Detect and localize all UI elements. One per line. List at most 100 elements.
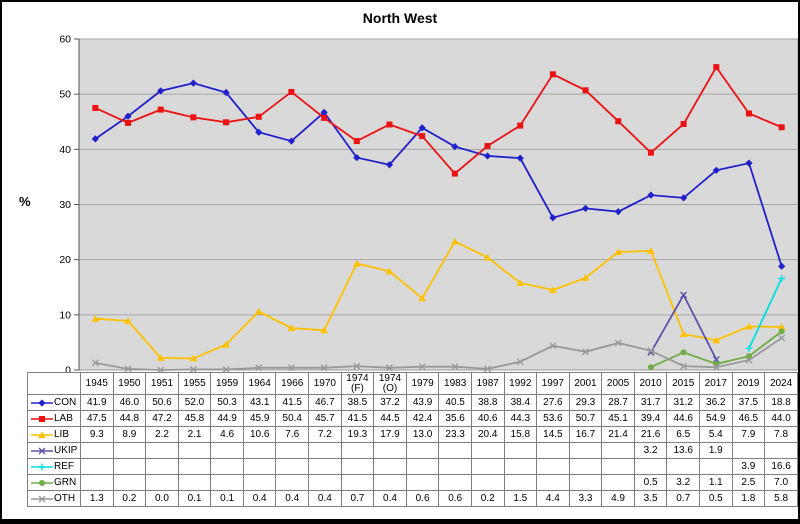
cell-LAB-1966: 50.4 — [275, 410, 310, 427]
legend-inner: REF — [29, 460, 80, 474]
triangle-marker — [91, 315, 100, 322]
cell-GRN-1950 — [112, 474, 147, 491]
cell-UKIP-1979 — [405, 442, 440, 459]
cell-UKIP-1959 — [210, 442, 244, 459]
cell-CON-1964: 43.1 — [242, 394, 277, 411]
triangle-marker — [614, 248, 623, 255]
triangle-marker — [483, 253, 492, 261]
x-marker — [712, 356, 720, 364]
cell-CON-2001: 29.3 — [568, 394, 603, 411]
x-marker — [680, 291, 688, 299]
diamond-marker — [745, 159, 753, 167]
triangle-marker — [548, 286, 557, 294]
diamond-marker — [385, 161, 394, 169]
cell-LAB-1987: 40.6 — [470, 410, 505, 427]
cell-OTH-1997: 4.4 — [536, 490, 570, 507]
table-row-GRN: GRN 0.5 3.2 1.1 2.5 7.0 — [27, 474, 798, 491]
cell-REF-1987 — [470, 458, 505, 475]
legend-inner: UKIP — [29, 444, 80, 458]
cell-CON-1974 (O): 37.2 — [373, 394, 407, 411]
square-marker — [582, 87, 589, 94]
chart-title: North West — [362, 10, 438, 26]
x-marker — [549, 342, 557, 350]
cell-UKIP-1974 (F) — [340, 442, 375, 459]
x-marker — [353, 362, 361, 370]
cell-LIB-1970: 7.2 — [308, 426, 342, 443]
y-tick-label: 60 — [59, 34, 71, 46]
data-table: 1945 1950 1951 1955 1959 1964 1966 1970 1974 (F)… — [27, 372, 798, 507]
cell-CON-1983: 40.5 — [438, 394, 472, 411]
diamond-marker — [712, 166, 720, 174]
cell-UKIP-1964 — [242, 442, 277, 459]
cell-UKIP-2015: 13.6 — [666, 442, 700, 459]
square-marker — [92, 104, 99, 111]
square-marker — [713, 64, 720, 71]
plus-marker — [745, 344, 753, 352]
cell-REF-1945 — [80, 458, 114, 475]
cell-CON-2024: 18.8 — [764, 394, 798, 411]
year-header: 1966 — [275, 372, 310, 395]
year-header: 1979 — [405, 372, 440, 395]
cell-OTH-1955: 0.1 — [177, 490, 212, 507]
cell-CON-1966: 41.5 — [275, 394, 310, 411]
cell-LIB-1983: 23.3 — [438, 426, 472, 443]
series-line-OTH — [95, 337, 783, 371]
cell-LAB-1974 (F): 41.5 — [340, 410, 375, 427]
circle-marker — [778, 328, 785, 335]
square-marker — [353, 138, 360, 145]
x-marker — [320, 364, 328, 372]
cell-GRN-1992 — [503, 474, 538, 491]
cell-LAB-2017: 54.9 — [698, 410, 733, 427]
square-marker — [321, 114, 328, 121]
series-line-LAB — [94, 65, 783, 175]
y-tick-label: 30 — [59, 199, 71, 211]
cell-CON-2010: 31.7 — [633, 394, 668, 411]
cell-OTH-1979: 0.6 — [405, 490, 440, 507]
cell-REF-1970 — [308, 458, 342, 475]
x-marker — [385, 364, 393, 372]
cell-LAB-1979: 42.4 — [405, 410, 440, 427]
cell-LIB-1959: 4.6 — [210, 426, 244, 443]
diamond-marker — [680, 194, 688, 202]
cell-GRN-1966 — [275, 474, 310, 491]
cell-REF-1979 — [405, 458, 440, 475]
cell-OTH-1974 (F): 0.7 — [340, 490, 375, 507]
year-header: 2024 — [764, 372, 798, 395]
triangle-marker — [189, 354, 198, 362]
triangle-marker — [38, 430, 46, 438]
triangle-marker — [287, 324, 296, 332]
legend-square-icon — [31, 415, 53, 422]
year-header: 1983 — [438, 372, 472, 395]
cell-UKIP-1966 — [275, 442, 310, 459]
cell-REF-1974 (F) — [340, 458, 375, 475]
legend-key-GRN: GRN — [27, 474, 81, 491]
square-marker — [517, 122, 524, 129]
cell-GRN-1979 — [405, 474, 440, 491]
cell-CON-1951: 50.6 — [145, 394, 179, 411]
square-marker — [680, 120, 687, 127]
y-tick-label: 0 — [65, 365, 71, 373]
legend-inner: GRN — [29, 476, 80, 490]
triangle-marker — [450, 237, 459, 245]
cell-CON-1945: 41.9 — [80, 394, 114, 411]
cell-LAB-1950: 44.8 — [112, 410, 147, 427]
cell-LIB-1979: 13.0 — [405, 426, 440, 443]
cell-LIB-1945: 9.3 — [80, 426, 114, 443]
x-marker — [484, 365, 492, 372]
triangle-marker — [385, 267, 394, 275]
square-marker — [386, 121, 393, 128]
table-row-UKIP: UKIP 3.2 13.6 1.9 — [27, 442, 798, 459]
y-tick-label: 40 — [59, 144, 71, 156]
legend-label-GRN: GRN — [54, 477, 77, 488]
cell-UKIP-1987 — [470, 442, 505, 459]
legend-key-UKIP: UKIP — [27, 442, 81, 459]
cell-CON-1959: 50.3 — [210, 394, 244, 411]
cell-LAB-1974 (O): 44.5 — [373, 410, 407, 427]
legend-label-UKIP: UKIP — [54, 445, 78, 456]
cell-LAB-1959: 44.9 — [210, 410, 244, 427]
cell-UKIP-1992 — [503, 442, 538, 459]
cell-REF-2010 — [633, 458, 668, 475]
cell-OTH-2015: 0.7 — [666, 490, 700, 507]
cell-UKIP-1951 — [145, 442, 179, 459]
cell-UKIP-1970 — [308, 442, 342, 459]
